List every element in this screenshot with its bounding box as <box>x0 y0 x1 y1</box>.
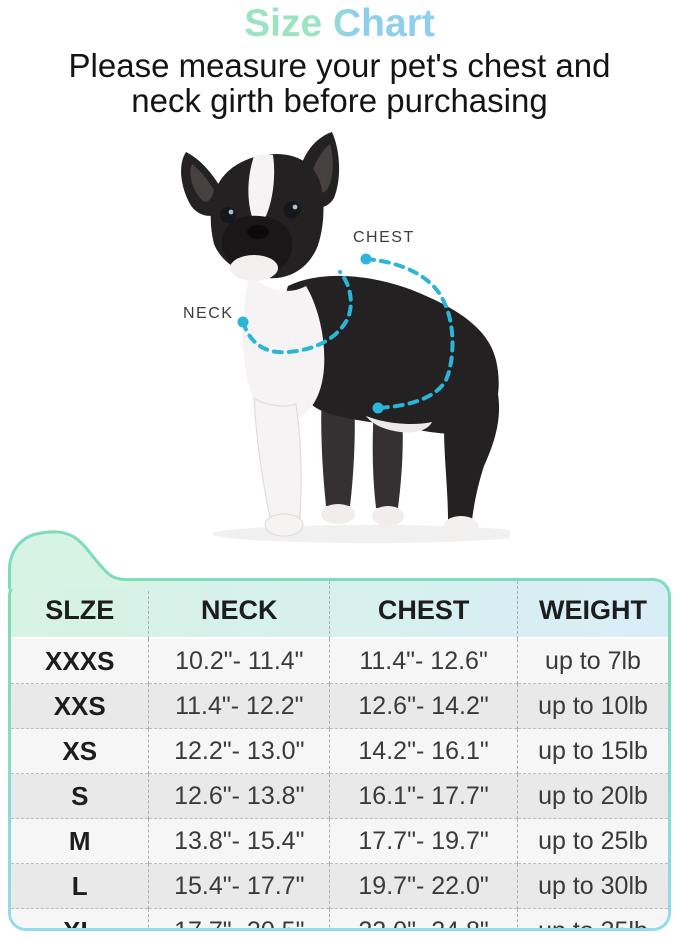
cell-chest: 16.1"- 17.7" <box>329 773 518 819</box>
table-row: XXXS 10.2"- 11.4" 11.4"- 12.6" up to 7lb <box>11 639 668 684</box>
col-header-chest: CHEST <box>329 581 518 639</box>
dog-near-front-paw <box>264 513 304 537</box>
cell-chest: 17.7"- 19.7" <box>329 818 518 864</box>
col-header-neck: NECK <box>148 581 330 639</box>
dog-left-eye-glint <box>228 209 234 215</box>
cell-size: M <box>11 818 149 864</box>
dog-illustration <box>181 132 510 543</box>
table-row: M 13.8"- 15.4" 17.7"- 19.7" up to 25lb <box>11 818 668 864</box>
cell-size: L <box>11 863 149 909</box>
dog-left-ear-inner <box>190 164 214 202</box>
chest-measure-dot-bottom <box>372 402 384 414</box>
cell-size: XXXS <box>45 645 115 676</box>
cell-chest: 22.0"- 24.8" <box>329 908 518 928</box>
cell-neck: 17.7"- 20.5" <box>148 908 330 928</box>
cell-weight: up to 15lb <box>517 728 668 774</box>
dog-body <box>283 275 499 434</box>
dog-left-eye <box>220 207 236 223</box>
table-hump-decoration <box>8 530 178 589</box>
dog-near-front-leg <box>253 397 302 519</box>
dog-chest-bib <box>242 274 325 421</box>
neck-measure-ellipse <box>241 270 353 355</box>
cell-chest: 12.6"- 14.2" <box>329 683 518 729</box>
cell-weight: up to 35lb <box>517 908 668 928</box>
size-table-header: SLZE NECK CHEST WEIGHT <box>11 581 668 639</box>
subtitle-line-1: Please measure your pet's chest and <box>68 47 611 84</box>
dog-far-hind-leg <box>372 406 403 508</box>
cell-size: XS <box>11 728 149 774</box>
dog-belly-patch <box>366 416 432 433</box>
cell-weight: up to 7lb <box>517 639 668 684</box>
page-title: Size Chart <box>190 0 490 46</box>
table-row: XS 12.2"- 13.0" 14.2"- 16.1" up to 15lb <box>11 728 668 774</box>
size-table-body: XXXS 10.2"- 11.4" 11.4"- 12.6" up to 7lb… <box>11 639 668 928</box>
col-header-size: SLZE <box>45 594 115 625</box>
cell-neck: 12.6"- 13.8" <box>148 773 330 819</box>
table-row: XL 17.7"- 20.5" 22.0"- 24.8" up to 35lb <box>11 908 668 928</box>
dog-far-front-paw <box>321 504 355 524</box>
cell-weight: up to 10lb <box>517 683 668 729</box>
table-row: S 12.6"- 13.8" 16.1"- 17.7" up to 20lb <box>11 773 668 819</box>
dog-measurement-figure: NECK CHEST <box>170 128 510 546</box>
cell-chest: 19.7"- 22.0" <box>329 863 518 909</box>
dog-right-eye-glint <box>292 204 298 210</box>
chest-measure-dot-top <box>360 253 372 265</box>
dog-right-eye <box>283 201 301 219</box>
cell-neck: 11.4"- 12.2" <box>148 683 330 729</box>
cell-weight: up to 30lb <box>517 863 668 909</box>
cell-size: XXS <box>11 683 149 729</box>
cell-chest: 14.2"- 16.1" <box>329 728 518 774</box>
cell-neck: 15.4"- 17.7" <box>148 863 330 909</box>
subtitle-line-2: neck girth before purchasing <box>131 82 548 119</box>
table-row: L 15.4"- 17.7" 19.7"- 22.0" up to 30lb <box>11 863 668 909</box>
size-table: SLZE NECK CHEST WEIGHT XXXS 10.2"- 11.4"… <box>8 530 671 931</box>
dog-far-hind-paw <box>372 506 404 526</box>
chest-measure-ellipse <box>364 257 455 410</box>
size-table-inner: SLZE NECK CHEST WEIGHT XXXS 10.2"- 11.4"… <box>11 581 668 928</box>
header-row: SLZE NECK CHEST WEIGHT <box>11 581 668 639</box>
dog-nose <box>247 225 269 239</box>
cell-neck: 13.8"- 15.4" <box>148 818 330 864</box>
page-subtitle: Please measure your pet's chest and neck… <box>0 48 679 118</box>
dog-chin <box>230 255 278 281</box>
dog-near-hind-leg <box>444 359 500 520</box>
table-row: XXS 11.4"- 12.2" 12.6"- 14.2" up to 10lb <box>11 683 668 729</box>
dog-near-hind-paw <box>443 516 479 538</box>
col-header-weight: WEIGHT <box>517 581 668 639</box>
cell-size: S <box>11 773 149 819</box>
chest-measure-label: CHEST <box>353 229 415 246</box>
neck-measure-dot <box>237 316 249 328</box>
cell-weight: up to 25lb <box>517 818 668 864</box>
cell-neck: 10.2"- 11.4" <box>148 639 330 684</box>
cell-size: XL <box>11 908 149 928</box>
cell-weight: up to 20lb <box>517 773 668 819</box>
neck-measure-label: NECK <box>183 305 234 322</box>
cell-neck: 12.2"- 13.0" <box>148 728 330 774</box>
dog-blaze <box>248 154 275 220</box>
cell-chest: 11.4"- 12.6" <box>329 639 518 684</box>
size-table-grid: SLZE NECK CHEST WEIGHT XXXS 10.2"- 11.4"… <box>11 581 668 928</box>
